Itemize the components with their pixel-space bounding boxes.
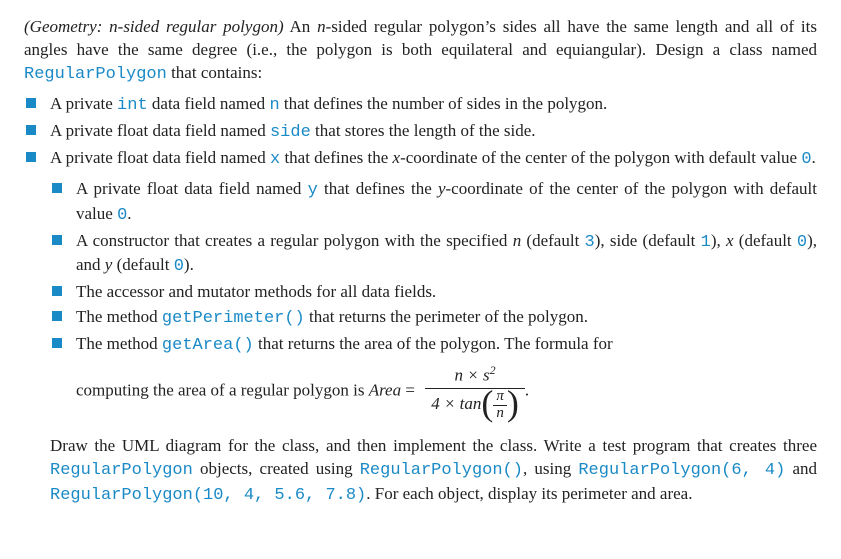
- fraction: n × s2 4 × tan(πn): [425, 362, 525, 421]
- intro-classname: RegularPolygon: [24, 65, 167, 84]
- area-formula-line: computing the area of a regular polygon …: [50, 362, 817, 421]
- code-x: x: [270, 150, 280, 169]
- text: and: [785, 459, 817, 478]
- denom-4tan: 4 × tan: [431, 394, 481, 413]
- num-1: 1: [701, 233, 711, 252]
- intro-n: n: [317, 17, 326, 36]
- text: that defines the number of sides in the …: [280, 94, 608, 113]
- text: .: [812, 148, 816, 167]
- text: (default: [112, 255, 173, 274]
- text: ).: [184, 255, 194, 274]
- code-ctor2: RegularPolygon(10, 4, 5.6, 7.8): [50, 486, 366, 505]
- text: .: [127, 204, 131, 223]
- code-y: y: [308, 181, 318, 200]
- code-getperimeter: getPerimeter(): [162, 309, 305, 328]
- ital-n: n: [513, 231, 522, 250]
- text: . For each object, display its perimeter…: [366, 484, 692, 503]
- code-ctor1: RegularPolygon(6, 4): [578, 461, 785, 480]
- intro-paragraph: (Geometry: n-sided regular polygon) An n…: [24, 16, 817, 87]
- indented-block: A private float data field named y that …: [24, 178, 817, 508]
- denominator: 4 × tan(πn): [425, 389, 525, 422]
- text: that stores the length of the side.: [311, 121, 536, 140]
- paren-left: (: [481, 383, 493, 423]
- numer-n: n: [455, 366, 464, 385]
- code-regularpolygon: RegularPolygon: [50, 461, 193, 480]
- num-0: 0: [797, 233, 807, 252]
- period: .: [525, 381, 529, 400]
- text: (default: [734, 231, 797, 250]
- num-0: 0: [174, 257, 184, 276]
- numer-times: ×: [463, 366, 483, 385]
- paren-right: ): [507, 383, 519, 423]
- text: that returns the area of the polygon. Th…: [254, 334, 613, 353]
- bullet-list-2: A private float data field named y that …: [50, 178, 817, 359]
- text: that returns the perimeter of the polygo…: [305, 307, 588, 326]
- code-ctor0: RegularPolygon(): [360, 461, 523, 480]
- squared: 2: [490, 363, 496, 377]
- text: A private float data field named: [50, 121, 270, 140]
- bullet-item: A constructor that creates a regular pol…: [50, 230, 817, 280]
- bullet-list-1: A private int data field named n that de…: [24, 93, 817, 172]
- numer-s: s: [483, 366, 490, 385]
- ital-y: y: [438, 179, 446, 198]
- equals: =: [401, 381, 419, 400]
- bullet-item: The method getPerimeter() that returns t…: [50, 306, 817, 331]
- code-side: side: [270, 123, 311, 142]
- text: Draw the UML diagram for the class, and …: [50, 436, 817, 455]
- bullet-item: A private float data field named y that …: [50, 178, 817, 228]
- area-formula: n × s2 4 × tan(πn): [425, 362, 525, 421]
- ital-x: x: [393, 148, 401, 167]
- text: A private: [50, 94, 117, 113]
- code-int: int: [117, 96, 148, 115]
- text: -coordinate of the center of the polygon…: [400, 148, 801, 167]
- text: The accessor and mutator methods for all…: [76, 282, 436, 301]
- num-0: 0: [801, 150, 811, 169]
- area-lead: computing the area of a regular polygon …: [76, 381, 369, 400]
- pi: π: [493, 389, 507, 405]
- text: , using: [523, 459, 578, 478]
- text: A private float data field named: [50, 148, 270, 167]
- text: The method: [76, 334, 162, 353]
- bullet-item: A private int data field named n that de…: [24, 93, 817, 118]
- bullet-item: A private float data field named side th…: [24, 120, 817, 145]
- bullet-item: A private float data field named x that …: [24, 147, 817, 172]
- intro-title: (Geometry: n-sided regular polygon): [24, 17, 284, 36]
- text: that defines the: [318, 179, 438, 198]
- inner-fraction: πn: [493, 389, 507, 422]
- text: ), side (default: [595, 231, 701, 250]
- bullet-item: The method getArea() that returns the ar…: [50, 333, 817, 358]
- code-getarea: getArea(): [162, 336, 254, 355]
- inner-n: n: [493, 406, 507, 422]
- text: The method: [76, 307, 162, 326]
- area-word: Area: [369, 381, 401, 400]
- text: that defines the: [280, 148, 392, 167]
- text: data field named: [148, 94, 270, 113]
- text: objects, created using: [193, 459, 360, 478]
- text: (default: [521, 231, 584, 250]
- code-n: n: [269, 96, 279, 115]
- text: A constructor that creates a regular pol…: [76, 231, 513, 250]
- bullet-item: The accessor and mutator methods for all…: [50, 281, 817, 304]
- text: A private float data field named: [76, 179, 308, 198]
- text: ),: [711, 231, 726, 250]
- tail-paragraph: Draw the UML diagram for the class, and …: [50, 435, 817, 508]
- num-0: 0: [117, 206, 127, 225]
- num-3: 3: [585, 233, 595, 252]
- ital-x: x: [726, 231, 734, 250]
- intro-text-1: An: [284, 17, 317, 36]
- intro-text-3: that contains:: [167, 63, 262, 82]
